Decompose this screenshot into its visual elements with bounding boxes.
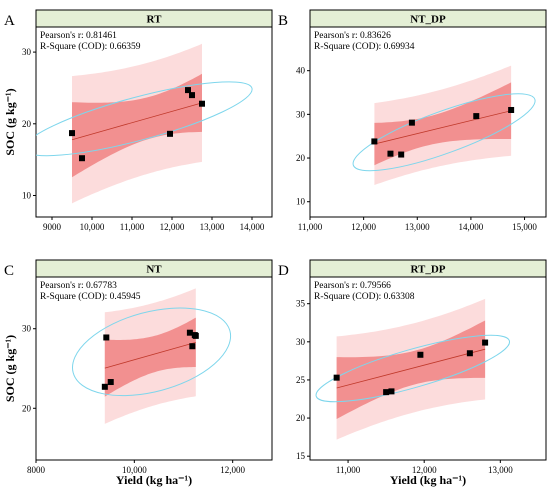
confidence-band [336,320,486,419]
y-tick-label: 10 [296,197,306,207]
y-tick-label: 30 [296,109,306,119]
x-tick-label: 12,000 [160,222,185,232]
x-tick-label: 11,000 [120,222,145,232]
data-point [189,92,195,99]
fit-line [104,341,196,369]
data-point [69,130,75,137]
x-tick-label: 12,000 [220,465,245,475]
plot-area [36,43,253,204]
data-point [167,130,173,137]
panel-title: RT_DP [410,264,445,276]
x-tick-label: 12,000 [351,222,376,232]
data-point [189,343,196,350]
x-tick-label: 14,000 [240,222,265,232]
data-point [333,374,340,381]
data-point [79,155,85,162]
y-tick-label: 10 [22,190,32,200]
fit-line [71,102,203,141]
y-tick-label: 20 [22,403,32,413]
data-point [388,388,395,395]
data-point [185,87,191,94]
y-tick-label: 40 [296,66,306,76]
data-point [101,383,108,390]
panel-title: NT [146,264,162,276]
data-point [371,138,378,145]
stat-line: R-Square (COD): 0.66359 [40,41,141,52]
panel-letter: D [278,263,289,279]
data-point [482,339,489,346]
data-point [417,351,424,358]
stat-line: Pearson's r: 0.67783 [40,281,117,291]
data-point [466,350,473,357]
stat-line: Pearson's r: 0.83626 [314,31,391,41]
data-point [387,150,394,157]
panel-title: NT_DP [410,14,446,26]
confidence-band [72,73,202,178]
y-tick-label: 30 [296,337,306,347]
data-point [103,334,110,341]
stat-line: R-Square (COD): 0.45945 [40,291,141,302]
data-point [473,113,480,120]
x-tick-label: 9000 [43,222,62,232]
x-tick-label: 11,000 [336,465,361,475]
y-tick-label: 35 [296,299,306,309]
x-tick-label: 10,000 [80,222,105,232]
x-tick-label: 10,000 [122,465,147,475]
y-tick-label: 15 [296,451,306,461]
x-tick-label: 12,000 [412,465,437,475]
y-tick-label: 30 [22,47,32,57]
plot-area [72,288,232,424]
plot-area [315,298,511,440]
x-tick-label: 13,000 [200,222,225,232]
panel-letter: B [278,13,288,29]
data-point [408,119,415,126]
confidence-band [374,82,512,166]
data-point [383,389,390,396]
panel-letter: C [4,263,14,279]
panel-title: RT [147,14,163,26]
plot-area [352,65,536,185]
confidence-ellipse [36,81,253,157]
y-tick-label: 30 [22,324,32,334]
y-axis-title: SOC (g kg⁻¹) [3,335,17,402]
confidence-ellipse [352,93,536,172]
x-tick-label: 15,000 [512,222,537,232]
y-tick-label: 20 [296,153,306,163]
x-tick-label: 11,000 [298,222,323,232]
data-point [508,106,515,113]
stat-line: R-Square (COD): 0.63308 [314,291,415,302]
y-axis-title: SOC (g kg⁻¹) [3,88,17,155]
data-point [192,332,199,339]
confidence-band [104,317,196,397]
x-tick-label: 13,000 [405,222,430,232]
confidence-ellipse [72,307,232,397]
y-tick-label: 25 [296,375,306,385]
data-point [107,379,114,386]
data-point [199,100,205,107]
fit-line [374,110,512,145]
panel-letter: A [4,13,15,29]
x-tick-label: 13,000 [488,465,513,475]
x-tick-label: 8000 [27,465,46,475]
data-point [186,329,193,336]
fit-line [336,348,486,389]
x-tick-label: 14,000 [459,222,484,232]
x-axis-title: Yield (kg ha⁻¹) [390,473,466,487]
confidence-ellipse [315,334,511,403]
data-point [398,151,405,158]
stat-line: R-Square (COD): 0.69934 [314,41,415,52]
stat-line: Pearson's r: 0.81461 [40,31,117,41]
x-axis-title: Yield (kg ha⁻¹) [116,473,192,487]
y-tick-label: 20 [296,413,306,423]
stat-line: Pearson's r: 0.79566 [314,281,391,291]
y-tick-label: 20 [22,119,32,129]
